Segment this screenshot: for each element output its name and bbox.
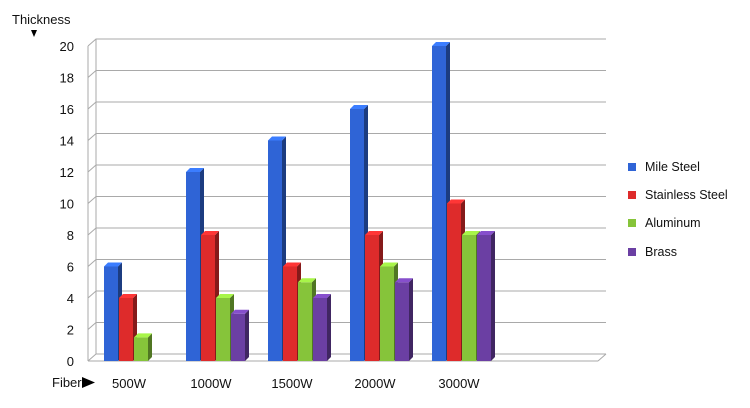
bar xyxy=(313,294,331,361)
gridline xyxy=(87,38,606,47)
legend-swatch-icon xyxy=(628,191,636,199)
legend-label: Stainless Steel xyxy=(645,188,728,202)
gridline xyxy=(87,164,606,173)
legend-item: Aluminum xyxy=(628,216,701,230)
bar xyxy=(134,333,152,361)
y-tick-label: 16 xyxy=(60,102,74,117)
gridline xyxy=(87,101,606,110)
y-tick-label: 4 xyxy=(67,291,74,306)
y-tick-label: 2 xyxy=(67,323,74,338)
y-tick-label: 10 xyxy=(60,197,74,212)
x-tick-label: 3000W xyxy=(438,376,480,391)
gridline xyxy=(87,322,606,330)
x-tick-label: 1000W xyxy=(190,376,232,391)
legend-swatch-icon xyxy=(628,248,636,256)
x-tick-label: 500W xyxy=(112,376,147,391)
y-tick-label: 18 xyxy=(60,71,74,86)
y-tick-label: 20 xyxy=(60,39,74,54)
gridline xyxy=(87,70,606,78)
gridline xyxy=(87,290,606,299)
gridline xyxy=(87,259,606,267)
legend-item: Brass xyxy=(628,245,677,259)
y-tick-label: 14 xyxy=(60,134,74,149)
legend-label: Brass xyxy=(645,245,677,259)
gridline xyxy=(87,227,606,236)
legend-item: Stainless Steel xyxy=(628,188,728,202)
y-axis-arrow-icon xyxy=(31,30,37,37)
bar xyxy=(432,42,450,361)
x-axis-label: Fiber xyxy=(52,375,82,390)
gridline xyxy=(87,196,606,204)
y-tick-label: 6 xyxy=(67,260,74,275)
x-tick-label: 1500W xyxy=(271,376,313,391)
bars xyxy=(104,42,495,361)
gridline xyxy=(87,353,606,362)
gridline xyxy=(87,133,606,141)
y-tick-label: 8 xyxy=(67,228,74,243)
x-axis-arrow-icon xyxy=(82,377,95,388)
legend-label: Mile Steel xyxy=(645,160,700,174)
legend-label: Aluminum xyxy=(645,216,701,230)
x-tick-label: 2000W xyxy=(354,376,396,391)
y-axis-label: Thickness xyxy=(12,12,71,27)
y-tick-labels: 0 2 4 6 8 10 12 14 16 18 20 xyxy=(60,39,74,369)
legend-swatch-icon xyxy=(628,163,636,171)
y-tick-label: 0 xyxy=(67,354,74,369)
legend-item: Mile Steel xyxy=(628,160,700,174)
x-tick-labels: 500W 1000W 1500W 2000W 3000W xyxy=(112,376,480,391)
bar xyxy=(477,231,495,361)
legend: Mile Steel Stainless Steel Aluminum Brass xyxy=(628,160,728,259)
bar xyxy=(395,278,413,361)
grid xyxy=(87,38,607,362)
legend-swatch-icon xyxy=(628,219,636,227)
bar xyxy=(231,309,249,361)
y-tick-label: 12 xyxy=(60,165,74,180)
floor-edge xyxy=(597,353,607,362)
